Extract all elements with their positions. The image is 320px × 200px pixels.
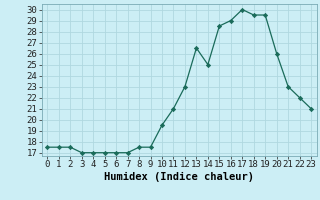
X-axis label: Humidex (Indice chaleur): Humidex (Indice chaleur) bbox=[104, 172, 254, 182]
